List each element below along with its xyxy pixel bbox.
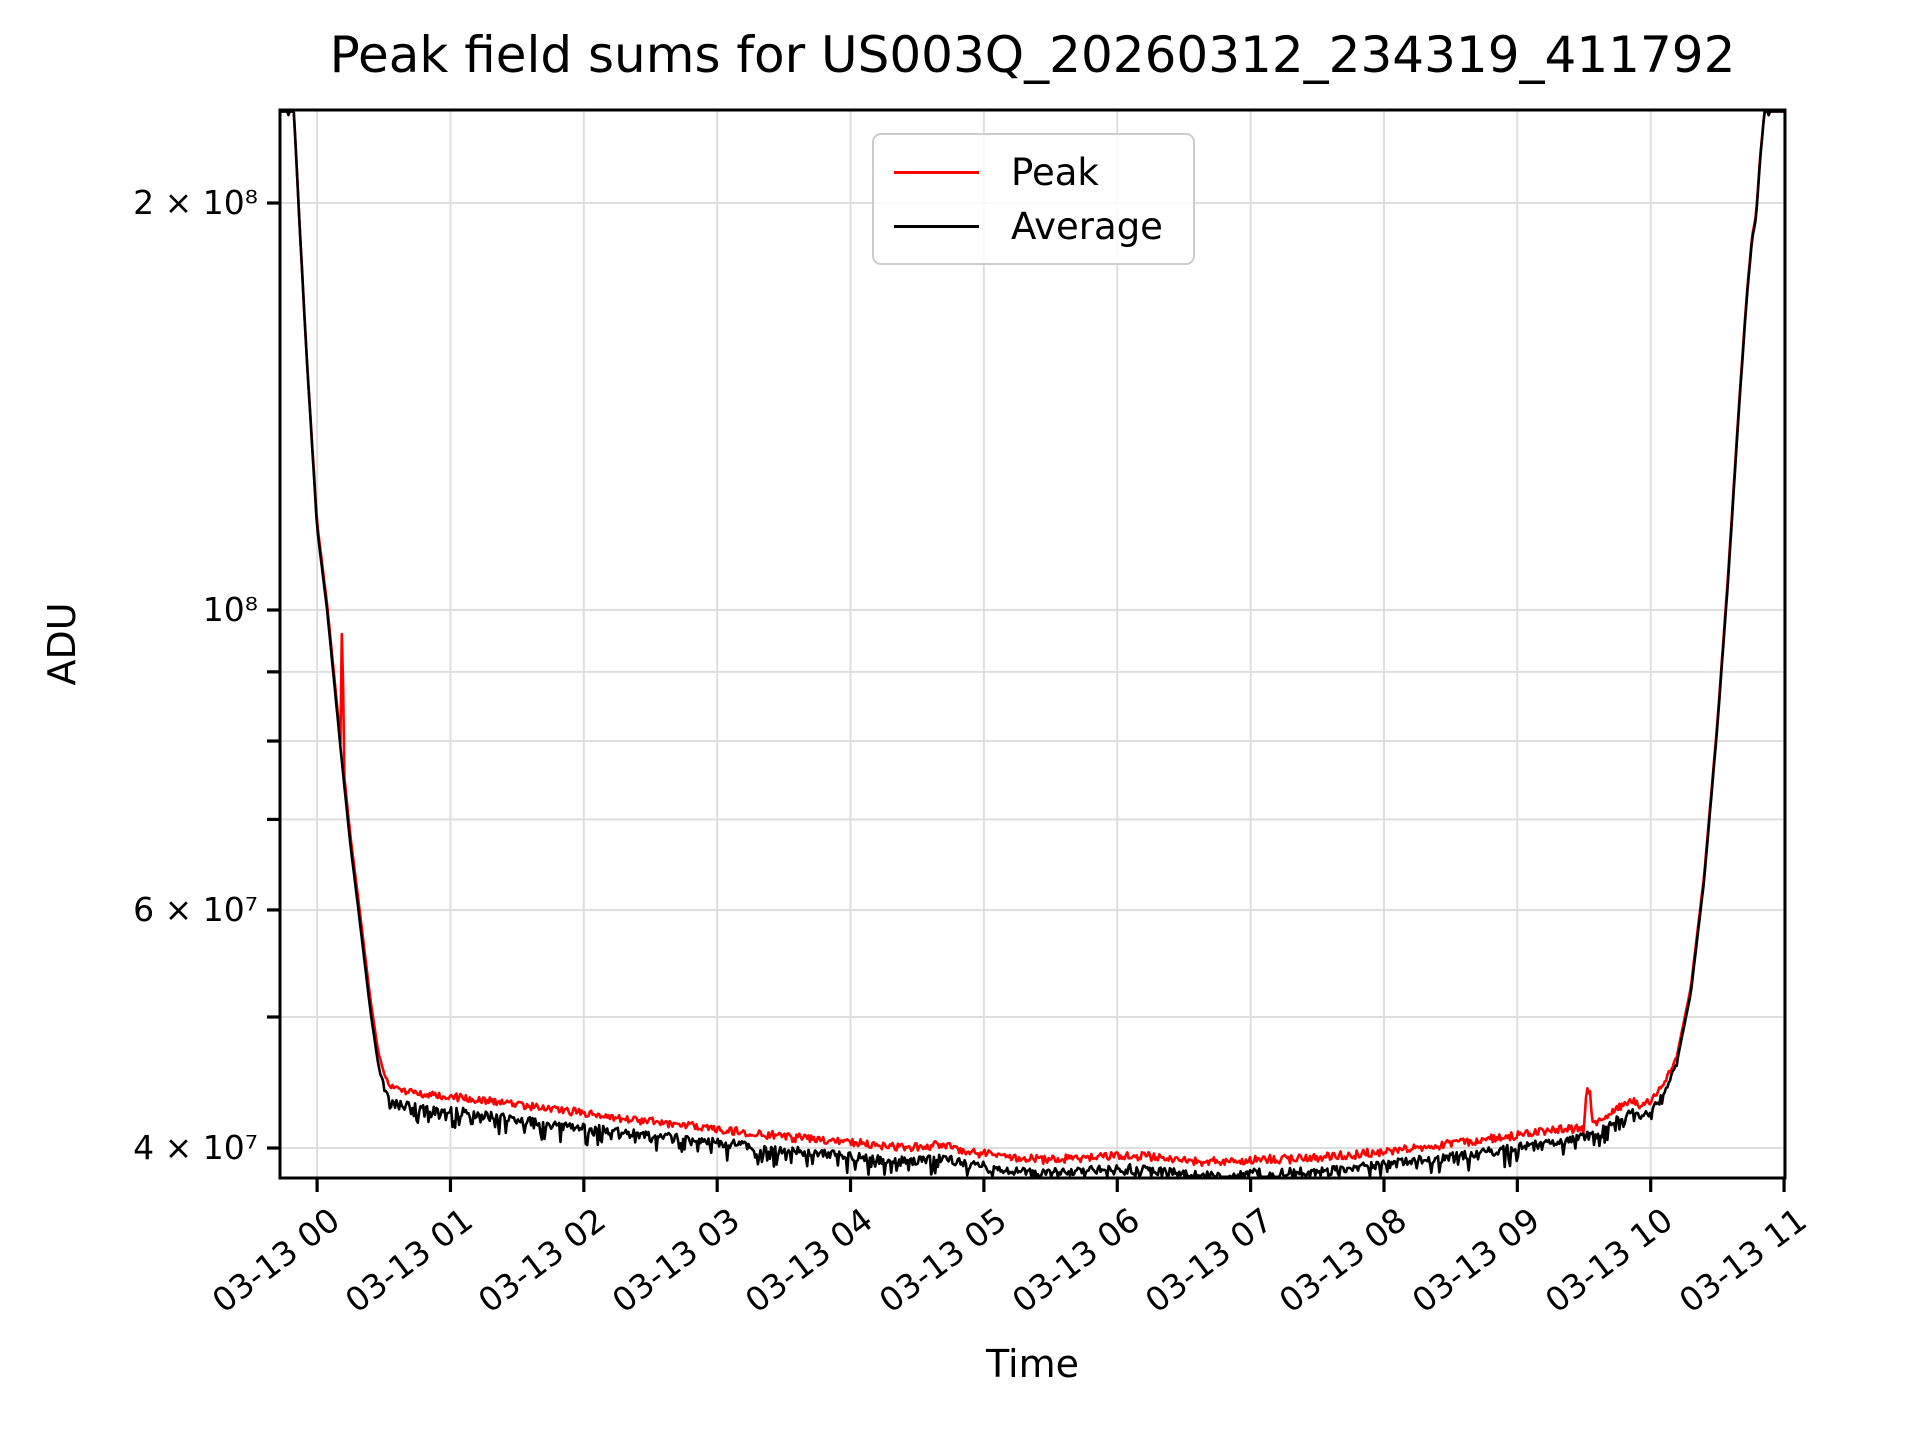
plot-border <box>278 108 1787 1180</box>
y-tick-label: 10⁸ <box>202 590 258 629</box>
y-axis-label: ADU <box>40 602 84 686</box>
legend-label-average: Average <box>1011 204 1163 248</box>
data-curves <box>280 110 1785 1178</box>
legend-entry-average: Average <box>894 205 1173 248</box>
peak-line-sample <box>894 170 979 174</box>
gridlines <box>280 110 1786 1178</box>
average-series-line <box>280 110 1785 1178</box>
x-axis-label: Time <box>986 1342 1079 1386</box>
legend-label-peak: Peak <box>1011 150 1099 194</box>
peak-series-line <box>280 110 1785 1167</box>
legend: Peak Average <box>872 133 1195 265</box>
legend-entry-peak: Peak <box>894 151 1173 194</box>
y-tick-label: 6 × 10⁷ <box>133 889 258 929</box>
chart-title: Peak field sums for US003Q_20260312_2343… <box>329 26 1736 84</box>
average-line-sample <box>894 224 979 228</box>
y-tick-label: 4 × 10⁷ <box>133 1128 258 1167</box>
y-tick-label: 2 × 10⁸ <box>133 183 258 222</box>
tick-marks <box>267 201 1786 1192</box>
